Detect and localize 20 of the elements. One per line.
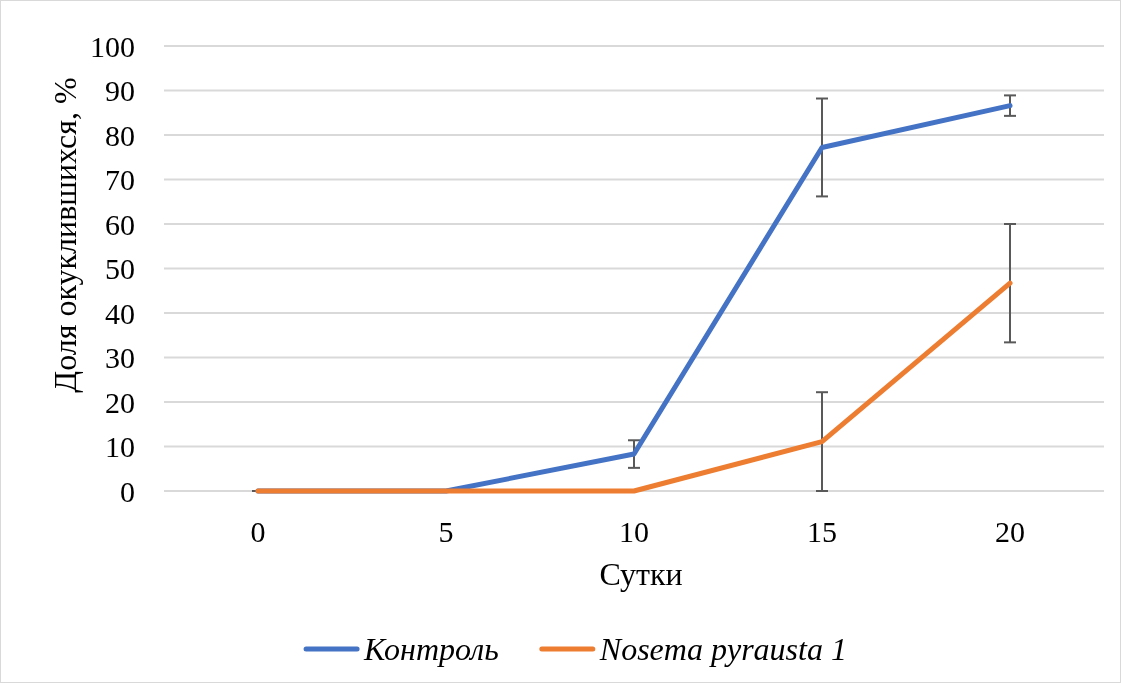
y-axis-title: Доля окуклившихся, % (47, 77, 83, 393)
y-tick-label: 70 (105, 163, 135, 196)
legend-label: Nosema pyrausta 1 (598, 631, 847, 667)
y-tick-label: 80 (105, 118, 135, 152)
x-tick-label: 5 (438, 515, 454, 548)
y-tick-label: 0 (120, 474, 135, 508)
x-axis-title: Сутки (599, 556, 683, 592)
y-tick-label: 20 (105, 385, 135, 419)
y-tick-label: 50 (105, 252, 135, 285)
y-tick-label: 30 (105, 341, 135, 374)
y-tick-label: 60 (105, 207, 135, 241)
y-tick-label: 10 (105, 430, 135, 463)
x-tick-label: 15 (807, 515, 837, 548)
y-tick-label: 40 (105, 296, 135, 330)
y-tick-label: 100 (90, 29, 135, 63)
x-tick-label: 0 (250, 515, 266, 548)
x-tick-label: 20 (995, 515, 1025, 548)
legend-label: Контроль (363, 631, 499, 667)
y-tick-label: 90 (105, 74, 135, 107)
x-tick-label: 10 (619, 515, 649, 548)
